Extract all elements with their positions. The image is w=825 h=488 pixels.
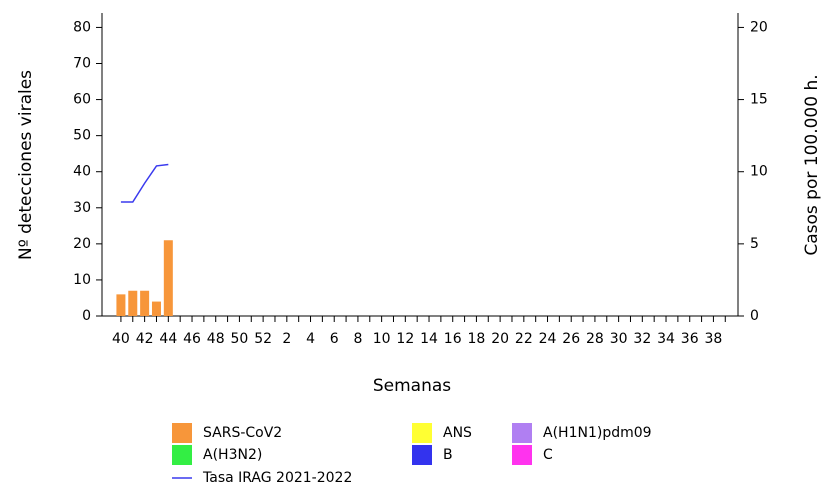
- x-tick-label: 32: [633, 331, 651, 347]
- legend-swatch: [172, 423, 192, 443]
- legend-label: A(H3N2): [203, 447, 262, 463]
- y-tick-label: 30: [73, 200, 91, 216]
- x-tick-label: 28: [586, 331, 604, 347]
- x-tick-label: 2: [282, 331, 291, 347]
- x-tick-label: 26: [562, 331, 580, 347]
- x-tick-label: 20: [491, 331, 509, 347]
- y-tick-label: 10: [73, 272, 91, 288]
- x-tick-label: 24: [539, 331, 557, 347]
- x-tick-label: 30: [610, 331, 628, 347]
- y2-axis-label: Casos por 100.000 h.: [802, 74, 822, 255]
- bar: [116, 294, 126, 316]
- x-tick-label: 50: [231, 331, 249, 347]
- x-tick-label: 22: [515, 331, 533, 347]
- x-axis-label: Semanas: [373, 376, 451, 396]
- y2-tick-label: 10: [750, 164, 768, 180]
- legend-label: C: [543, 447, 553, 463]
- y2-tick-label: 5: [750, 236, 759, 252]
- legend-label: Tasa IRAG 2021-2022: [202, 470, 352, 486]
- y-tick-label: 50: [73, 128, 91, 144]
- legend-swatch: [512, 423, 532, 443]
- y-tick-label: 0: [82, 308, 91, 324]
- y-tick-label: 40: [73, 164, 91, 180]
- bar: [163, 240, 173, 316]
- legend-label: A(H1N1)pdm09: [543, 425, 652, 441]
- bar: [140, 290, 150, 316]
- x-tick-label: 18: [468, 331, 486, 347]
- x-tick-label: 8: [353, 331, 362, 347]
- x-tick-label: 36: [681, 331, 699, 347]
- y-tick-label: 70: [73, 56, 91, 72]
- legend-swatch: [412, 423, 432, 443]
- legend-swatch: [512, 445, 532, 465]
- legend-swatch: [172, 445, 192, 465]
- y-tick-label: 80: [73, 19, 91, 35]
- x-tick-label: 42: [136, 331, 154, 347]
- x-tick-label: 14: [420, 331, 438, 347]
- legend-label: SARS-CoV2: [203, 425, 282, 441]
- y2-tick-label: 0: [750, 308, 759, 324]
- x-tick-label: 34: [657, 331, 675, 347]
- legend-label: ANS: [443, 425, 472, 441]
- x-tick-label: 16: [444, 331, 462, 347]
- y2-tick-label: 20: [750, 19, 768, 35]
- line: [120, 163, 169, 203]
- x-tick-label: 46: [183, 331, 201, 347]
- y-tick-label: 60: [73, 92, 91, 108]
- x-tick-label: 44: [159, 331, 177, 347]
- y2-tick-label: 15: [750, 92, 768, 108]
- bar: [128, 290, 138, 316]
- x-tick-label: 12: [396, 331, 414, 347]
- legend-label: B: [443, 447, 453, 463]
- legend-swatch: [412, 445, 432, 465]
- x-tick-label: 10: [373, 331, 391, 347]
- x-tick-label: 4: [306, 331, 315, 347]
- x-tick-label: 6: [330, 331, 339, 347]
- x-tick-label: 48: [207, 331, 225, 347]
- bar: [151, 301, 161, 316]
- x-tick-label: 52: [254, 331, 272, 347]
- x-tick-label: 38: [705, 331, 723, 347]
- y-tick-label: 20: [73, 236, 91, 252]
- y-axis-label: Nº detecciones virales: [16, 70, 36, 260]
- x-tick-label: 40: [112, 331, 130, 347]
